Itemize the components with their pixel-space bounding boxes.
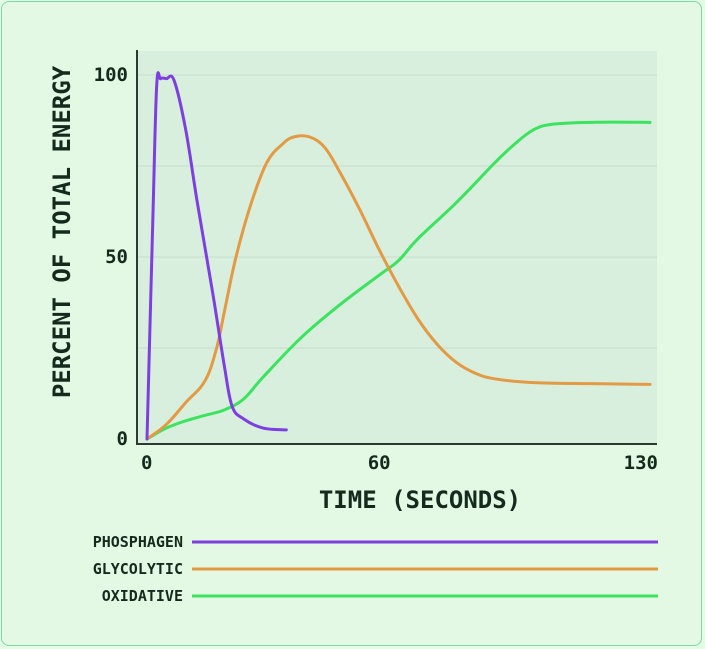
y-tick-labels: 0 50 100: [94, 64, 128, 450]
legend-label-glycolytic: GLYCOLYTIC: [93, 560, 183, 578]
plot-area: [137, 51, 657, 443]
gridlines: [138, 74, 657, 349]
x-axis-title: TIME (SECONDS): [319, 486, 521, 514]
series-line-glycolytic: [145, 134, 652, 441]
x-tick-label-2: 130: [624, 452, 658, 474]
y-tick-label-0: 0: [117, 428, 128, 450]
legend-label-phosphagen: PHOSPHAGEN: [93, 533, 183, 551]
series-line-phosphagen: [145, 71, 288, 441]
y-tick-label-1: 50: [105, 246, 128, 268]
series-line-oxidative: [145, 120, 652, 441]
x-tick-label-0: 0: [141, 452, 152, 474]
legend: PHOSPHAGEN GLYCOLYTIC OXIDATIVE: [93, 533, 658, 605]
y-axis-title: PERCENT OF TOTAL ENERGY: [48, 65, 76, 398]
legend-label-oxidative: OXIDATIVE: [102, 587, 183, 605]
y-tick-label-2: 100: [94, 64, 128, 86]
series-lines: [145, 71, 652, 441]
x-tick-label-1: 60: [368, 452, 391, 474]
x-tick-labels: 0 60 130: [141, 452, 658, 474]
